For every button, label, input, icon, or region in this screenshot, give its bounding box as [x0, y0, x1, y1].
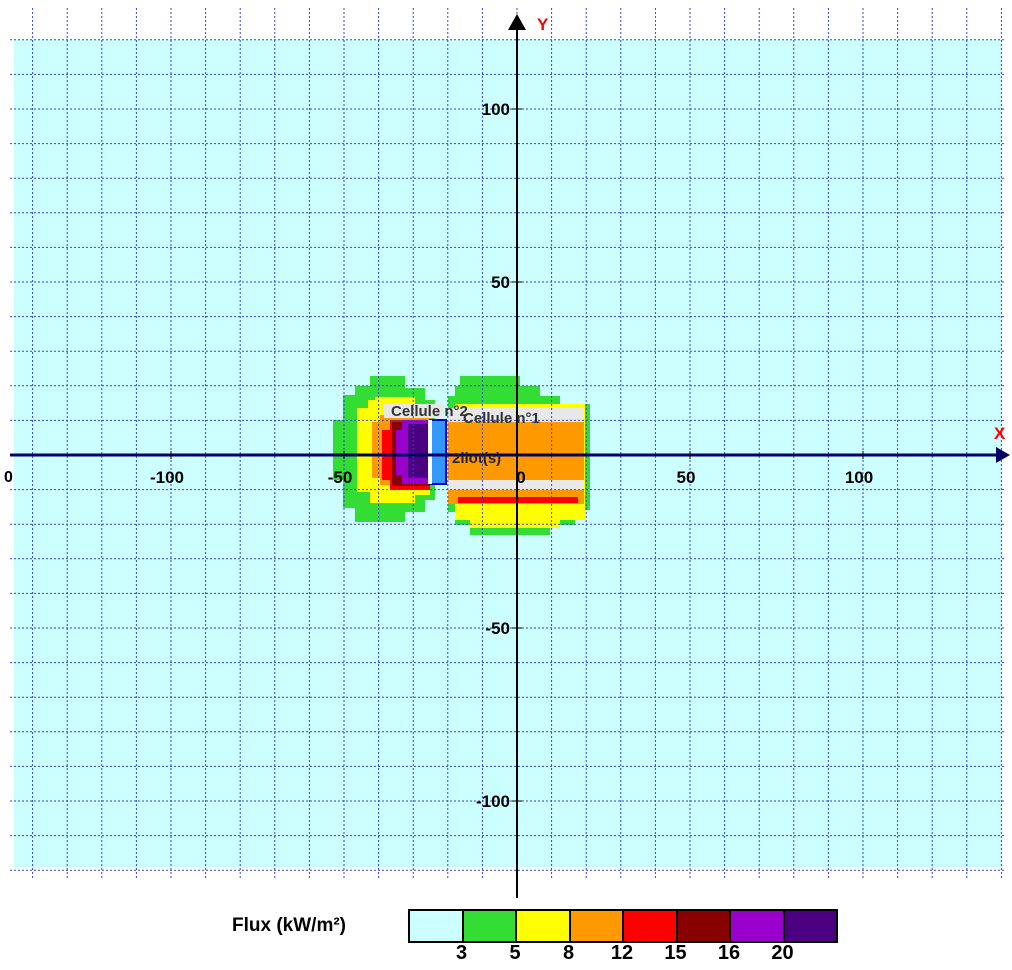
- cell-1-label: Cellule n°1: [463, 410, 540, 427]
- x-tick-label: -50: [328, 468, 353, 487]
- tick-labels: -100 -50 0 50 100 100 50 -50 -100: [150, 100, 873, 811]
- x-axis-label: X: [994, 424, 1006, 443]
- y-axis-arrow: [508, 14, 526, 30]
- islands-label: 2ilot(s): [452, 450, 501, 467]
- grid-lines: [10, 8, 1004, 878]
- flux-map: -100 -50 0 50 100 100 50 -50 -100 Cellule n°2 Ce…: [4, 8, 1010, 898]
- legend-value: 5: [509, 942, 521, 964]
- zone-20-left: [408, 424, 430, 478]
- cell-outlines: [428, 419, 447, 485]
- x-tick-label: -100: [150, 468, 184, 487]
- cell-2-outline: [429, 419, 447, 485]
- legend-value: 8: [562, 942, 575, 964]
- x-tick-label: 50: [677, 468, 696, 487]
- cell-wall: [428, 420, 432, 484]
- x-tick-label-clipped: 0: [4, 469, 13, 486]
- y-tick-label: -50: [485, 619, 510, 638]
- legend-swatch: [461, 909, 517, 943]
- legend-swatch: [568, 909, 624, 943]
- legend-swatch: [622, 909, 678, 943]
- x-tick-label: 0: [516, 468, 525, 487]
- cell-2-label: Cellule n°2: [391, 403, 468, 420]
- legend-value: 3: [455, 942, 468, 964]
- legend-value: 15: [664, 942, 687, 964]
- legend-swatch: [675, 909, 731, 943]
- y-axis-label: Y: [537, 15, 549, 34]
- axes: [10, 14, 1010, 898]
- legend-value: 20: [771, 942, 794, 964]
- y-tick-label: 50: [491, 273, 510, 292]
- y-tick-label: 100: [482, 100, 510, 119]
- flux-legend: Flux (kW/m²) 3 5 8 12 15 16 20: [0, 905, 1012, 970]
- legend-swatch: [515, 909, 571, 943]
- legend-value: 12: [610, 942, 634, 964]
- legend-swatch: [729, 909, 785, 943]
- y-tick-label: -100: [476, 792, 510, 811]
- legend-swatch: [408, 909, 464, 943]
- legend-title: Flux (kW/m²): [232, 915, 346, 936]
- x-tick-label: 100: [845, 468, 873, 487]
- legend-value: 16: [717, 942, 741, 964]
- cell-2-top-band: [384, 404, 444, 418]
- x-axis-arrow: [996, 447, 1010, 463]
- legend-swatch: [782, 909, 838, 943]
